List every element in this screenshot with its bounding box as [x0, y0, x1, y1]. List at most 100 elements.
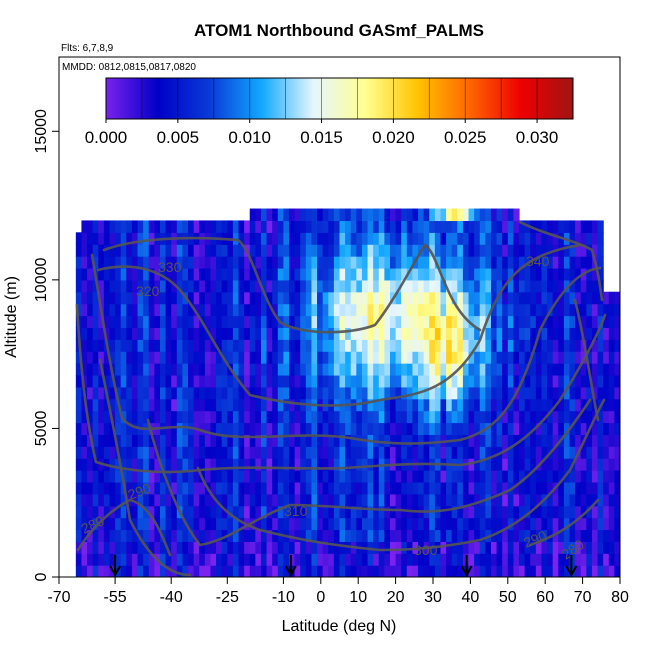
heatmap-cell [255, 434, 262, 447]
heatmap-cell [126, 386, 133, 400]
heatmap-cell [165, 220, 172, 233]
heatmap-cell [580, 244, 587, 257]
heatmap-cell [580, 327, 587, 340]
heatmap-cell [131, 470, 139, 483]
heatmap-cell [311, 529, 318, 542]
heatmap-cell [317, 565, 324, 577]
heatmap-cell [558, 553, 565, 566]
heatmap-cell [283, 446, 290, 459]
heatmap-cell [373, 565, 380, 577]
heatmap-cell [165, 386, 172, 400]
heatmap-cell [255, 517, 262, 531]
heatmap-cell [373, 279, 380, 293]
heatmap-cell [199, 446, 206, 459]
heatmap-cell [547, 493, 554, 507]
heatmap-cell [356, 363, 363, 376]
heatmap-cell [423, 256, 430, 269]
heatmap-cell [485, 481, 492, 495]
heatmap-cell [143, 470, 150, 483]
heatmap-cell [283, 553, 290, 566]
heatmap-cell [395, 446, 402, 459]
heatmap-cell [98, 374, 105, 388]
heatmap-cell [429, 315, 436, 328]
heatmap-cell [143, 327, 150, 340]
heatmap-cell [524, 446, 531, 459]
heatmap-cell [457, 386, 464, 400]
heatmap-cell [311, 410, 318, 424]
heatmap-cell [580, 410, 587, 424]
heatmap-cell [311, 351, 318, 364]
heatmap-cell [328, 374, 335, 388]
heatmap-cell [300, 553, 307, 566]
heatmap-cell [490, 303, 498, 317]
heatmap-cell [446, 553, 453, 566]
heatmap-cell [451, 220, 458, 233]
heatmap-cell [283, 279, 290, 293]
heatmap-cell [232, 279, 240, 293]
heatmap-cell [513, 565, 520, 577]
heatmap-cell [126, 541, 133, 554]
heatmap-cell [272, 208, 279, 222]
heatmap-cell [81, 505, 88, 519]
heatmap-cell [406, 553, 414, 566]
heatmap-cell [238, 446, 245, 459]
heatmap-cell [502, 232, 509, 245]
heatmap-cell [462, 291, 470, 305]
contour-line [102, 236, 482, 334]
heatmap-cell [440, 481, 447, 495]
heatmap-cell [339, 410, 346, 424]
heatmap-cell [558, 363, 565, 376]
heatmap-cell [260, 220, 268, 233]
heatmap-cell [485, 458, 492, 471]
heatmap-cell [563, 339, 571, 352]
heatmap-cell [204, 267, 212, 281]
heatmap-cell [244, 553, 251, 566]
heatmap-cell [451, 339, 458, 352]
heatmap-cell [277, 327, 284, 340]
heatmap-cell [541, 422, 548, 435]
flight-markers [109, 555, 578, 578]
heatmap-cell [530, 232, 537, 245]
heatmap-cell [591, 220, 599, 233]
heatmap-cell [300, 458, 307, 471]
heatmap-cell [277, 208, 284, 222]
x-tick-label: 50 [499, 589, 517, 606]
heatmap-cell [597, 541, 604, 554]
heatmap-cell [249, 327, 256, 340]
heatmap-cell [361, 351, 369, 364]
heatmap-cell [496, 553, 503, 566]
heatmap-cell [406, 363, 414, 376]
heatmap-cell [558, 303, 565, 317]
heatmap-cell [530, 434, 537, 447]
heatmap-cell [507, 386, 515, 400]
heatmap-cell [474, 446, 481, 459]
heatmap-cell [440, 208, 447, 222]
heatmap-cell [260, 410, 268, 424]
heatmap-cell [328, 315, 335, 328]
heatmap-cell [75, 291, 83, 305]
heatmap-cell [148, 434, 155, 447]
heatmap-cell [216, 505, 223, 519]
heatmap-cell [580, 541, 587, 554]
heatmap-cell [277, 565, 284, 577]
x-axis: -70 -55 -40 -25 -10 0 10 20 30 40 50 60 70 80 [47, 576, 629, 606]
heatmap-cell [193, 565, 200, 577]
heatmap-cell [266, 446, 273, 459]
heatmap-cell [322, 363, 329, 376]
heatmap-cell [109, 339, 116, 352]
heatmap-cell [120, 244, 127, 257]
heatmap-cell [356, 505, 363, 519]
heatmap-cell [171, 327, 178, 340]
heatmap-cell [317, 374, 324, 388]
flights-annotation: Flts: 6,7,8,9 [61, 43, 114, 54]
heatmap-cell [361, 398, 369, 412]
heatmap-cell [188, 470, 195, 483]
heatmap-cell [608, 327, 615, 340]
heatmap-cell [513, 291, 520, 305]
heatmap-cell [238, 434, 245, 447]
heatmap-cell [221, 481, 228, 495]
heatmap-cell [154, 256, 161, 269]
heatmap-cell [378, 339, 385, 352]
heatmap-cell [401, 386, 408, 400]
heatmap-cell [193, 398, 200, 412]
